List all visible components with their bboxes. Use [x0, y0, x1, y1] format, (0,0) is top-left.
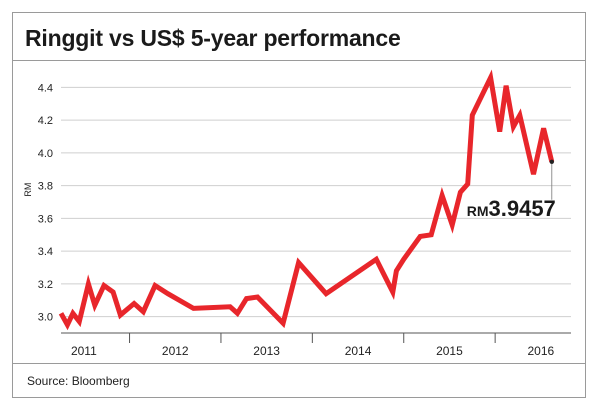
y-tick-label: 4.4: [38, 82, 53, 94]
x-tick-label: 2015: [436, 344, 463, 358]
series-line: [58, 69, 555, 331]
y-tick-label: 3.0: [38, 312, 53, 324]
x-tick-label: 2014: [345, 344, 372, 358]
x-tick-label: 2011: [71, 344, 97, 358]
y-axis-label: RM: [23, 183, 33, 197]
end-value-annotation: RM3.9457: [467, 196, 556, 221]
annotation-value: 3.9457: [489, 196, 556, 221]
chart-card: Ringgit vs US$ 5-year performance 3.0 3.2…: [12, 12, 586, 398]
y-tick-label: 4.0: [38, 148, 53, 160]
x-tick-label: 2013: [253, 344, 280, 358]
y-tick-label: 3.2: [38, 279, 53, 291]
chart-area: 3.0 3.2 3.4 3.6 3.8 4.0 4.2 4.4 RM 2011 2012 2013 20…: [13, 61, 587, 363]
x-tick-label: 2012: [162, 344, 189, 358]
end-point-marker: [549, 159, 555, 164]
y-tick-label: 3.8: [38, 181, 53, 193]
line-chart: 3.0 3.2 3.4 3.6 3.8 4.0 4.2 4.4 RM 2011 2012 2013 20…: [23, 69, 571, 358]
y-tick-label: 4.2: [38, 115, 53, 127]
y-tick-label: 3.4: [38, 246, 53, 258]
annotation-currency: RM: [467, 203, 489, 219]
chart-title: Ringgit vs US$ 5-year performance: [13, 13, 585, 61]
x-tick-label: 2016: [527, 344, 554, 358]
y-tick-label: 3.6: [38, 213, 53, 225]
source-note: Source: Bloomberg: [13, 363, 585, 397]
